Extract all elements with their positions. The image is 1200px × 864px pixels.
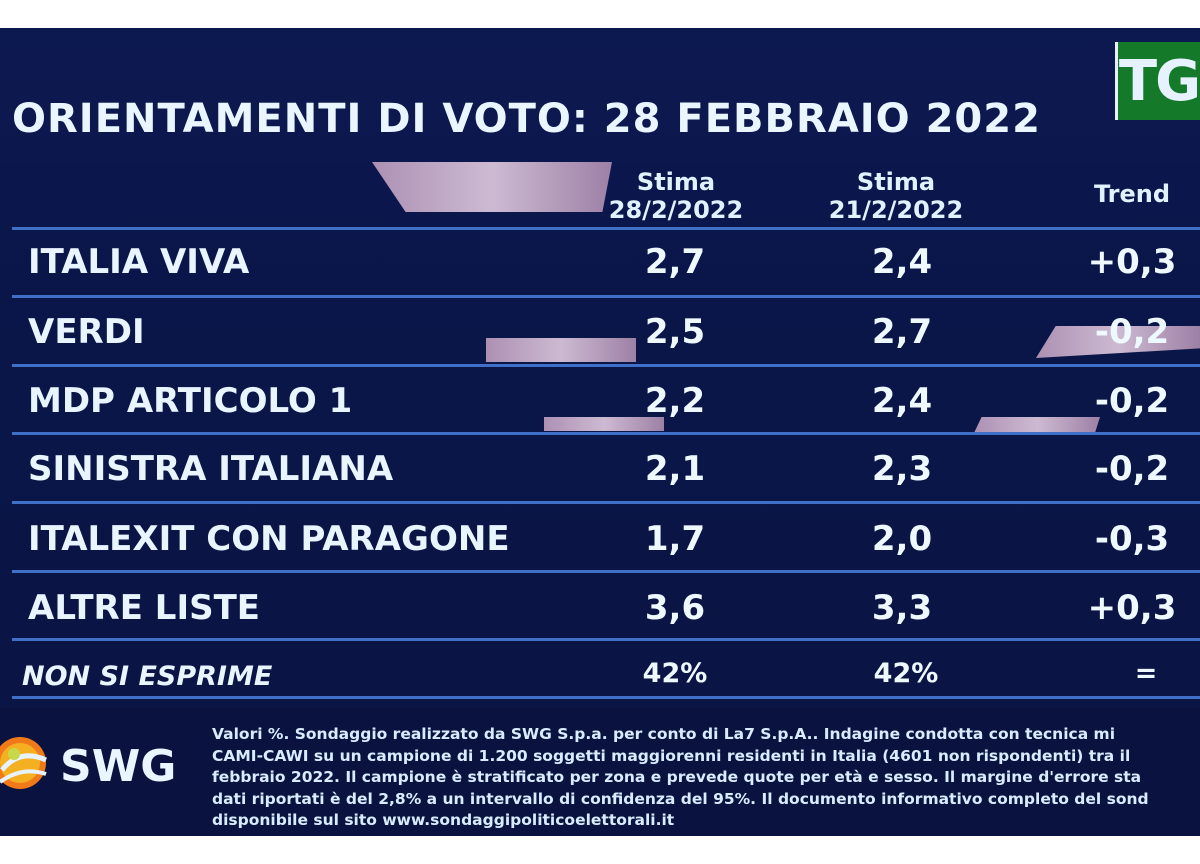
methodology-note: Valori %. Sondaggio realizzato da SWG S.… xyxy=(212,725,1149,829)
column-header-line: 21/2/2022 xyxy=(828,196,964,224)
trend-value: -0,2 xyxy=(1094,449,1170,489)
channel-logo-text: TG xyxy=(1118,48,1200,114)
page-title: ORIENTAMENTI DI VOTO: 28 FEBBRAIO 2022 xyxy=(12,96,1041,142)
non-si-esprime-label: NON SI ESPRIME xyxy=(22,661,273,692)
column-header-line: Stima xyxy=(636,168,716,196)
row-divider xyxy=(12,696,1200,699)
trend-value: = xyxy=(1134,658,1158,689)
stima-21-value: 42% xyxy=(873,658,939,689)
stima-28-value: 42% xyxy=(642,658,708,689)
stima-21-value: 3,3 xyxy=(871,588,933,628)
row-divider xyxy=(12,570,1200,573)
column-header-stima-21: Stima 21/2/2022 xyxy=(806,168,986,224)
column-header-line: 28/2/2022 xyxy=(608,196,744,224)
party-name: VERDI xyxy=(28,312,145,352)
row-divider xyxy=(12,638,1200,641)
row-divider xyxy=(12,501,1200,504)
party-name: ITALEXIT CON PARAGONE xyxy=(28,519,510,559)
stima-28-value: 2,1 xyxy=(644,449,706,489)
screen-glare xyxy=(544,417,664,431)
screen-glare xyxy=(486,338,636,362)
trend-value: -0,3 xyxy=(1094,519,1170,559)
stima-21-value: 2,7 xyxy=(871,312,933,352)
column-header-line: Stima xyxy=(856,168,936,196)
party-name: ALTRE LISTE xyxy=(28,588,261,628)
row-divider xyxy=(12,295,1200,298)
trend-value: -0,2 xyxy=(1094,381,1170,421)
trend-value: +0,3 xyxy=(1087,588,1177,628)
stima-21-value: 2,4 xyxy=(871,242,933,282)
column-header-stima-28: Stima 28/2/2022 xyxy=(586,168,766,224)
swg-logo-text: SWG xyxy=(60,741,177,792)
party-name: MDP ARTICOLO 1 xyxy=(28,381,353,421)
screen-glare xyxy=(372,162,612,212)
stima-21-value: 2,0 xyxy=(871,519,933,559)
stima-28-value: 3,6 xyxy=(644,588,706,628)
row-divider xyxy=(12,432,1200,435)
stima-28-value: 2,5 xyxy=(644,312,706,352)
row-divider xyxy=(12,227,1200,230)
column-header-trend: Trend xyxy=(1072,180,1192,208)
channel-logo: TG xyxy=(1115,42,1200,120)
column-header-line: Trend xyxy=(1093,180,1171,208)
trend-value: +0,3 xyxy=(1087,242,1177,282)
stima-21-value: 2,3 xyxy=(871,449,933,489)
party-name: ITALIA VIVA xyxy=(28,242,250,282)
trend-value: -0,2 xyxy=(1094,312,1170,352)
stima-28-value: 2,2 xyxy=(644,381,706,421)
footer-bar xyxy=(0,708,1200,836)
stima-28-value: 2,7 xyxy=(644,242,706,282)
stima-28-value: 1,7 xyxy=(644,519,706,559)
swg-globe-icon xyxy=(0,737,48,789)
broadcast-screen: TG ORIENTAMENTI DI VOTO: 28 FEBBRAIO 202… xyxy=(0,28,1200,836)
party-name: SINISTRA ITALIANA xyxy=(28,449,394,489)
screen-glare xyxy=(974,417,1100,433)
stima-21-value: 2,4 xyxy=(871,381,933,421)
row-divider xyxy=(12,364,1200,367)
